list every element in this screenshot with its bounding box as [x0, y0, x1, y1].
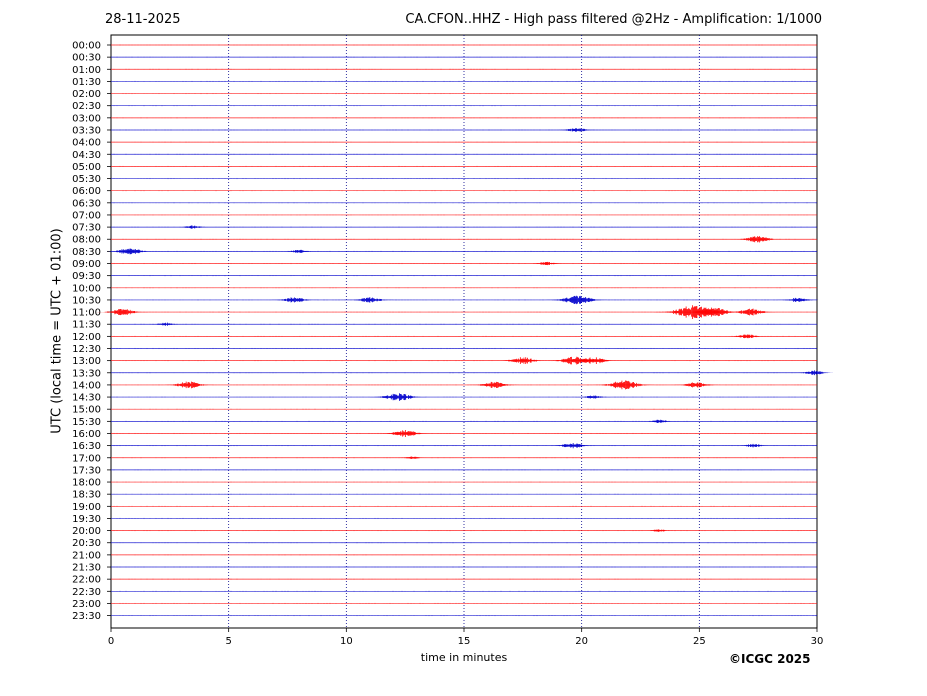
seismic-event	[104, 248, 155, 255]
seismic-event	[641, 419, 677, 423]
seismic-event	[175, 225, 211, 229]
row-label: 07:30	[72, 223, 101, 234]
row-label: 14:30	[72, 393, 101, 404]
copyright-label: ©ICGC 2025	[729, 652, 811, 666]
row-label: 16:30	[72, 441, 101, 452]
x-tick-label: 0	[108, 636, 114, 647]
seismic-event	[568, 357, 619, 364]
row-label: 07:00	[72, 210, 101, 221]
row-label: 22:30	[72, 587, 101, 598]
seismic-event	[395, 456, 429, 460]
x-tick-label: 15	[458, 636, 471, 647]
row-label: 13:30	[72, 368, 101, 379]
row-label: 10:00	[72, 283, 101, 294]
seismic-event	[528, 261, 564, 266]
row-label: 08:30	[72, 247, 101, 258]
row-label: 12:00	[72, 332, 101, 343]
row-label: 15:00	[72, 405, 101, 416]
seismic-event	[346, 297, 393, 303]
row-label: 04:00	[72, 138, 101, 149]
row-label: 06:30	[72, 198, 101, 209]
seismic-event	[735, 443, 771, 448]
row-label: 22:00	[72, 575, 101, 586]
seismic-event	[725, 308, 777, 316]
row-label: 19:30	[72, 514, 101, 525]
x-tick-label: 25	[693, 636, 706, 647]
x-tick-label: 5	[225, 636, 231, 647]
seismic-event	[497, 357, 548, 365]
seismic-event	[163, 381, 214, 389]
row-label: 18:00	[72, 478, 101, 489]
x-tick-label: 10	[340, 636, 353, 647]
row-label: 11:00	[72, 308, 101, 319]
row-label: 15:30	[72, 417, 101, 428]
row-label: 23:00	[72, 599, 101, 610]
row-label: 02:00	[72, 89, 101, 100]
x-axis-label: time in minutes	[420, 651, 508, 664]
row-label: 05:30	[72, 174, 101, 185]
row-label: 01:00	[72, 65, 101, 76]
seismic-event	[546, 295, 607, 305]
date-label: 28-11-2025	[105, 12, 181, 27]
seismic-event	[549, 442, 596, 449]
row-label: 10:30	[72, 295, 101, 306]
row-label: 19:00	[72, 502, 101, 513]
y-axis-label: UTC (local time = UTC + 01:00)	[49, 228, 65, 434]
seismic-event	[147, 322, 183, 326]
seismic-event	[777, 297, 819, 303]
row-label: 20:00	[72, 526, 101, 537]
row-label: 03:30	[72, 125, 101, 136]
row-label: 01:30	[72, 77, 101, 88]
row-label: 23:30	[72, 611, 101, 622]
seismic-event	[379, 429, 431, 438]
row-label: 09:30	[72, 271, 101, 282]
seismic-event	[281, 249, 317, 253]
row-label: 18:30	[72, 490, 101, 501]
seismic-event	[794, 370, 835, 376]
row-label: 11:30	[72, 320, 101, 331]
seismic-event	[469, 381, 520, 388]
seismic-event	[674, 382, 720, 388]
seismic-event	[732, 235, 784, 243]
row-label: 16:00	[72, 429, 101, 440]
row-label: 20:30	[72, 538, 101, 549]
seismic-event	[271, 297, 318, 303]
row-label: 21:30	[72, 563, 101, 574]
row-label: 03:00	[72, 113, 101, 124]
x-tick-label: 30	[811, 636, 824, 647]
row-label: 09:00	[72, 259, 101, 270]
seismic-event	[593, 380, 654, 390]
seismic-event	[575, 395, 611, 399]
seismic-event	[642, 529, 676, 532]
chart-title: CA.CFON..HHZ - High pass filtered @2Hz -…	[405, 12, 822, 27]
row-label: 00:00	[72, 41, 101, 52]
row-label: 21:00	[72, 550, 101, 561]
row-label: 08:00	[72, 235, 101, 246]
row-label: 04:30	[72, 150, 101, 161]
seismic-event	[370, 393, 426, 401]
row-label: 17:00	[72, 453, 101, 464]
row-label: 14:00	[72, 380, 101, 391]
x-tick-label: 20	[575, 636, 588, 647]
row-label: 12:30	[72, 344, 101, 355]
row-label: 02:30	[72, 101, 101, 112]
row-label: 00:30	[72, 53, 101, 64]
seismic-event	[97, 309, 148, 316]
row-label: 13:00	[72, 356, 101, 367]
row-label: 17:30	[72, 465, 101, 476]
seismic-event	[726, 334, 767, 339]
row-label: 05:00	[72, 162, 101, 173]
seismic-event	[556, 127, 597, 132]
row-label: 06:00	[72, 186, 101, 197]
